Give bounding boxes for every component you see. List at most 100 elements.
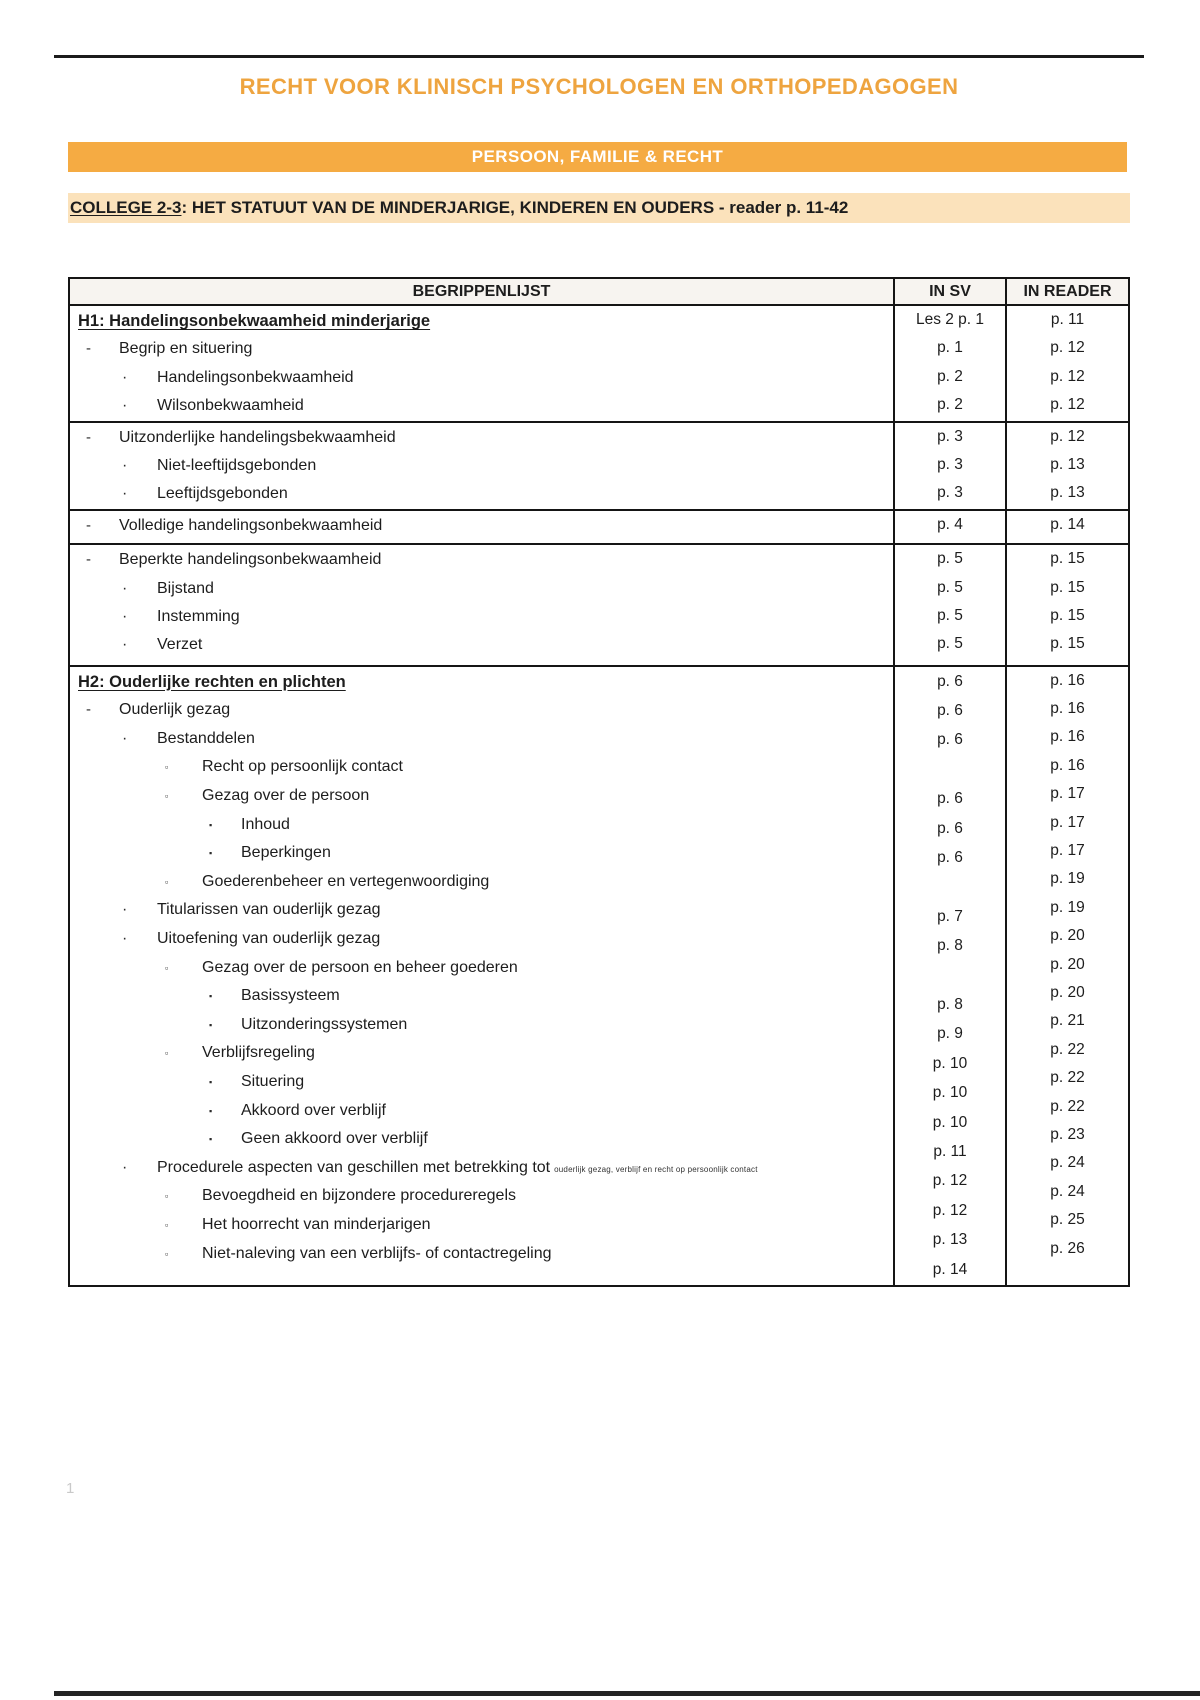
toc-entry-label: Goederenbeheer en vertegenwoordiging [202,872,490,890]
toc-entry-label: Volledige handelingsonbekwaamheid [119,516,383,534]
toc-row: ▪ Inhoud [70,811,893,840]
sv-page-value: p. 6 [937,849,963,867]
reader-page-value: p. 20 [1050,983,1085,1001]
reader-page-value: p. 20 [1050,927,1085,945]
toc-entry-label: Inhoud [241,815,290,833]
document-title: RECHT VOOR KLINISCH PSYCHOLOGEN EN ORTHO… [239,74,959,99]
course-banner: PERSOON, FAMILIE & RECHT [68,142,1127,172]
sv-page-value: p. 5 [937,550,963,568]
toc-entry-label: Situering [241,1073,305,1090]
bullet-icon: · [122,579,128,597]
bullet-icon: · [122,397,128,415]
bullet-icon: · [122,456,128,474]
sv-page-value: p. 9 [937,1025,963,1043]
bullet-icon: ▪ [209,1105,213,1116]
section-heading-row: H1: Handelingsonbekwaamheid minderjarige [70,307,893,335]
reader-page-value: p. 20 [1050,955,1085,973]
bullet-icon: ▫ [165,1219,169,1230]
sv-page-value: p. 10 [932,1113,968,1131]
reader-page-value: p. 15 [1050,550,1085,568]
sv-page-value: p. 6 [937,672,963,690]
sv-page-value: p. 6 [937,790,963,808]
reader-page-value: p. 15 [1050,635,1085,653]
sv-page-value: p. 4 [937,515,963,533]
bullet-icon: ▫ [165,1048,169,1059]
reader-page-value: p. 22 [1050,1040,1085,1058]
toc-row: ▫ Gezag over de persoon [70,782,893,811]
toc-row: ▪ Situering [70,1068,893,1097]
toc-row: ▫ Recht op persoonlijk contact [70,753,893,782]
bullet-icon: ▫ [165,762,169,773]
toc-entry-label: Verzet [157,636,203,654]
toc-row: - Ouderlijk gezag [70,696,893,725]
section-heading-row: H2: Ouderlijke rechten en plichten [70,668,893,697]
bullet-icon: · [122,729,128,747]
bullet-icon: · [122,901,128,919]
toc-entry-label: Geen akkoord over verblijf [241,1130,428,1148]
bullet-icon: ▫ [165,962,169,973]
reader-page-value: p. 12 [1050,339,1085,357]
table-section: - Volledige handelingsonbekwaamheid p. 4 p.… [70,508,1128,544]
bullet-icon: ▪ [209,991,213,1002]
column-header-begrippenlijst: BEGRIPPENLIJST [412,283,551,300]
toc-entry-label: Basissysteem [241,987,340,1005]
reader-page-value: p. 14 [1050,515,1085,533]
sv-page-value: p. 5 [937,578,963,596]
toc-row: · Instemming [70,603,893,631]
toc-entry-label: Gezag over de persoon [202,787,370,805]
toc-entry-label: Uitzonderingssystemen [241,1015,408,1033]
toc-entry-label-small: ouderlijk gezag, verblijf en recht op pe… [554,1164,758,1174]
college-heading: COLLEGE 2-3: HET STATUUT VAN DE MINDERJA… [68,193,1130,223]
toc-entry-label: Titularissen van ouderlijk gezag [157,901,381,919]
toc-entry-label: Handelingsonbekwaamheid [157,368,354,386]
toc-row: · Uitoefening van ouderlijk gezag [70,925,893,954]
toc-row: · Verzet [70,631,893,659]
college-number: COLLEGE 2-3 [70,198,182,217]
sv-page-value: p. 8 [937,937,963,955]
toc-row: ▪ Uitzonderingssystemen [70,1011,893,1040]
sv-page-value: p. 12 [932,1201,968,1219]
reader-page-value: p. 23 [1050,1125,1085,1143]
bullet-icon: ▪ [209,819,213,830]
toc-row: ▪ Beperkingen [70,839,893,868]
bullet-icon: · [122,607,128,625]
toc-row: ▫ Goederenbeheer en vertegenwoordiging [70,868,893,897]
toc-row: ▪ Geen akkoord over verblijf [70,1125,893,1154]
sv-page-value: Les 2 p. 1 [915,311,985,328]
sv-page-value: p. 3 [937,455,963,473]
college-title: : HET STATUUT VAN DE MINDERJARIGE, KINDE… [181,198,849,217]
sv-page-value: p. 10 [932,1084,968,1102]
reader-page-value: p. 12 [1050,427,1085,445]
toc-entry-label: Beperkingen [241,844,331,862]
sv-page-value: p. 6 [937,819,963,837]
table-section: - Beperkte handelingsonbekwaamheid · Bijsta… [70,543,1128,665]
reader-page-value: p. 15 [1050,578,1085,596]
toc-entry-label: Recht op persoonlijk contact [202,758,403,776]
reader-page-value: p. 12 [1050,396,1085,414]
bullet-icon: ▫ [165,1191,169,1202]
bullet-icon: ▫ [165,1248,169,1259]
sv-page-value: p. 6 [937,702,963,720]
sv-page-value: p. 1 [937,339,963,357]
toc-row: · Niet-leeftijdsgebonden [70,452,893,480]
reader-page-value: p. 26 [1050,1239,1085,1257]
toc-entry-label: Akkoord over verblijf [241,1101,386,1119]
sv-page-value: p. 12 [932,1172,968,1190]
toc-row: · Wilsonbekwaamheid [70,392,893,420]
bullet-icon: ▪ [209,1077,213,1087]
toc-entry-label: Ouderlijk gezag [119,701,231,719]
toc-entry-label: Wilsonbekwaamheid [157,397,304,415]
begrippenlijst-table: BEGRIPPENLIJST IN SV IN READER H1: Hande… [68,277,1130,1288]
bullet-icon: ▫ [165,791,169,802]
toc-row: · Procedurele aspecten van geschillen met… [70,1154,893,1183]
toc-entry-label: Niet-naleving van een verblijfs- of cont… [202,1244,552,1262]
reader-page-value: p. 17 [1050,813,1085,831]
sv-page-value: p. 3 [937,484,963,502]
toc-row: ▪ Akkoord over verblijf [70,1097,893,1126]
reader-page-value: p. 22 [1050,1097,1085,1115]
bullet-icon: - [86,551,91,569]
toc-row: - Volledige handelingsonbekwaamheid [70,512,893,540]
sv-page-value [895,961,1005,990]
toc-row: ▫ Niet-naleving van een verblijfs- of con… [70,1240,893,1269]
reader-page-value: p. 16 [1050,700,1085,718]
